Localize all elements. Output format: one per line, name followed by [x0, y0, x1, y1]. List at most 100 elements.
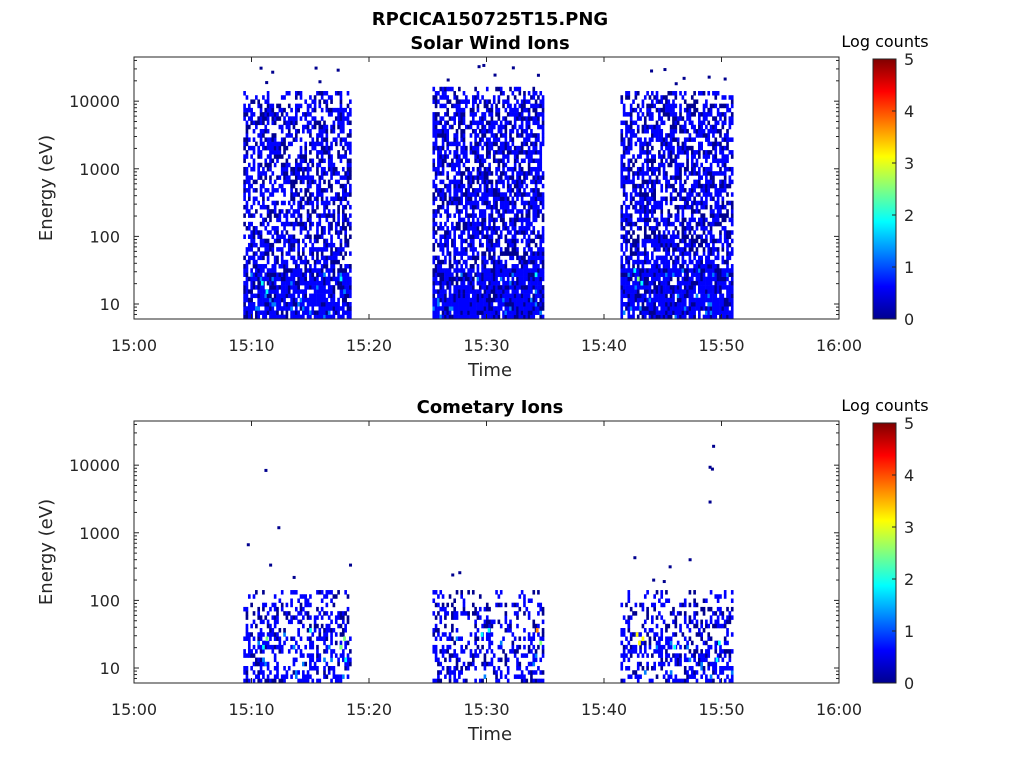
- heatmap-cell: [283, 179, 286, 185]
- heatmap-cell: [646, 280, 649, 286]
- heatmap-cell: [679, 91, 682, 96]
- heatmap-cell: [530, 154, 533, 159]
- heatmap-cell: [243, 268, 246, 273]
- heatmap-cell: [679, 272, 682, 277]
- heatmap-cell: [292, 116, 296, 121]
- heatmap-cell: [506, 302, 510, 307]
- heatmap-cell: [534, 171, 538, 176]
- heatmap-cell: [451, 200, 454, 206]
- heatmap-cell: [653, 124, 656, 130]
- heatmap-cell: [695, 133, 699, 138]
- heatmap-cell: [665, 217, 668, 223]
- heatmap-cell: [259, 150, 263, 155]
- heatmap-cell: [702, 247, 706, 252]
- heatmap-cell: [441, 268, 445, 273]
- heatmap-cell: [662, 259, 666, 265]
- heatmap-cell: [525, 242, 529, 248]
- heatmap-cell: [506, 238, 510, 244]
- heatmap-cell: [530, 238, 533, 244]
- heatmap-cell: [455, 310, 459, 315]
- heatmap-cell: [432, 192, 436, 197]
- heatmap-cell: [439, 179, 443, 185]
- heatmap-cell: [332, 196, 336, 202]
- heatmap-cell: [474, 154, 477, 159]
- heatmap-cell: [327, 158, 331, 164]
- heatmap-cell: [469, 264, 473, 269]
- heatmap-cell: [488, 226, 491, 231]
- heatmap-cell: [490, 302, 494, 307]
- heatmap-cell: [323, 314, 326, 320]
- heatmap-cell: [294, 314, 298, 320]
- heatmap-cell: [625, 247, 628, 252]
- heatmap-cell: [620, 99, 624, 104]
- heatmap-cell: [483, 179, 487, 185]
- heatmap-cell: [497, 226, 501, 231]
- heatmap-cell: [434, 196, 438, 202]
- heatmap-cell: [690, 120, 694, 126]
- heatmap-cell: [539, 255, 543, 261]
- heatmap-cell: [259, 188, 263, 193]
- heatmap-cell: [643, 213, 647, 218]
- heatmap-cell: [323, 276, 326, 282]
- heatmap-cell: [658, 293, 661, 299]
- heatmap-cell: [622, 188, 626, 193]
- heatmap-cell: [625, 238, 628, 244]
- heatmap-cell: [721, 112, 725, 117]
- heatmap-cell: [669, 141, 673, 147]
- heatmap-cell: [478, 120, 482, 126]
- heatmap-cell: [648, 107, 652, 113]
- heatmap-cell: [520, 221, 524, 227]
- heatmap-cell: [255, 293, 258, 299]
- heatmap-cell: [469, 297, 473, 303]
- heatmap-cell: [723, 133, 727, 138]
- heatmap-cell: [483, 192, 487, 197]
- heatmap-cell: [712, 268, 715, 273]
- heatmap-cell: [534, 293, 538, 299]
- heatmap-cell: [513, 242, 517, 248]
- heatmap-cell: [716, 162, 720, 168]
- heatmap-cell: [262, 145, 265, 151]
- heatmap-cell: [672, 268, 675, 273]
- heatmap-cell: [325, 238, 329, 244]
- heatmap-cell: [471, 221, 475, 227]
- heatmap-cell: [651, 99, 654, 104]
- heatmap-cell: [688, 289, 692, 294]
- heatmap-cell: [444, 259, 447, 265]
- heatmap-cell: [247, 289, 251, 294]
- heatmap-cell: [541, 171, 545, 176]
- heatmap-cell: [518, 230, 522, 235]
- heatmap-cell: [648, 302, 652, 307]
- heatmap-cell: [334, 255, 338, 261]
- heatmap-cell: [511, 226, 515, 231]
- heatmap-cell: [292, 209, 296, 214]
- heatmap-cell: [676, 204, 680, 210]
- heatmap-cell: [627, 255, 631, 261]
- heatmap-cell: [271, 234, 275, 239]
- heatmap-cell: [280, 200, 284, 206]
- heatmap-cell: [513, 124, 517, 130]
- heatmap-cell: [520, 306, 524, 311]
- heatmap-cell: [247, 124, 251, 130]
- heatmap-cell: [534, 158, 538, 164]
- heatmap-cell: [250, 272, 253, 277]
- heatmap-cell: [702, 221, 706, 227]
- heatmap-cell: [455, 259, 459, 265]
- heatmap-cell: [660, 95, 664, 100]
- heatmap-cell: [653, 306, 656, 311]
- heatmap-cell: [495, 179, 498, 185]
- heatmap-cell: [334, 302, 338, 307]
- heatmap-cell: [730, 230, 734, 235]
- heatmap-cell: [499, 297, 503, 303]
- heatmap-cell: [504, 293, 508, 299]
- heatmap-cell: [632, 99, 635, 104]
- heatmap-cell: [634, 285, 638, 290]
- heatmap-cell: [532, 268, 536, 273]
- heatmap-cell: [320, 158, 324, 164]
- heatmap-cell: [262, 112, 265, 117]
- heatmap-cell: [290, 306, 293, 311]
- heatmap-cell: [346, 280, 350, 286]
- heatmap-cell: [665, 171, 668, 176]
- heatmap-cell: [271, 314, 275, 320]
- heatmap-cell: [285, 91, 289, 96]
- heatmap-cell: [643, 221, 647, 227]
